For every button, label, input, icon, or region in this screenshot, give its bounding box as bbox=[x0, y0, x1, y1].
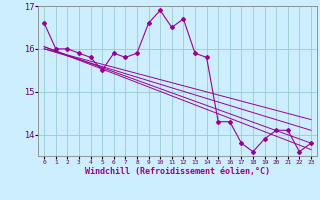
X-axis label: Windchill (Refroidissement éolien,°C): Windchill (Refroidissement éolien,°C) bbox=[85, 167, 270, 176]
